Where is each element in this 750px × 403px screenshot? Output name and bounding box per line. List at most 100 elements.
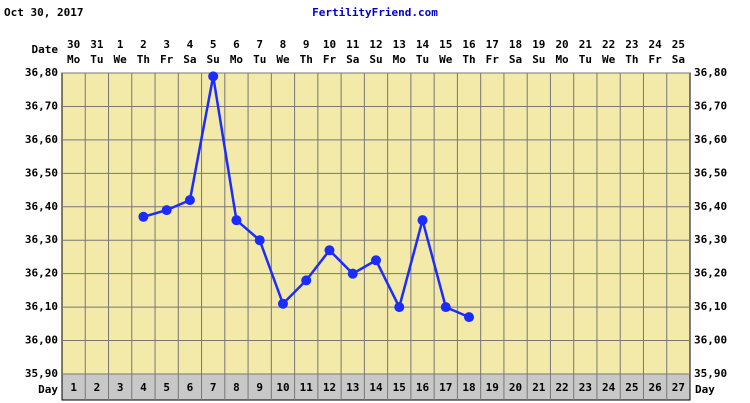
date-label: 31 (90, 38, 104, 51)
date-label: 23 (625, 38, 638, 51)
date-label: 9 (303, 38, 310, 51)
x-tick-label: 4 (140, 381, 147, 394)
x-tick-label: 24 (602, 381, 616, 394)
date-label: 2 (140, 38, 147, 51)
y-tick-label: 36,60 (25, 133, 58, 146)
y-tick-label: 35,90 (25, 367, 58, 380)
day-row (61, 373, 691, 401)
x-tick-label: 14 (369, 381, 383, 394)
x-tick-label: 17 (439, 381, 452, 394)
x-tick-label: 6 (187, 381, 194, 394)
weekday-label: Th (300, 53, 313, 66)
data-point (138, 211, 149, 222)
x-tick-label: 7 (210, 381, 217, 394)
x-tick-label: 10 (276, 381, 289, 394)
plot-area (61, 72, 691, 375)
data-point (208, 71, 219, 82)
date-label: 5 (210, 38, 217, 51)
weekday-label: We (439, 53, 453, 66)
data-point (324, 245, 335, 256)
date-label: 11 (346, 38, 360, 51)
x-tick-label: 13 (346, 381, 359, 394)
weekday-label: Th (137, 53, 150, 66)
y-tick-label: 36,30 (25, 233, 58, 246)
chart-date: Oct 30, 2017 (4, 6, 83, 19)
data-point (254, 235, 265, 246)
date-label: 13 (393, 38, 406, 51)
data-point (464, 312, 475, 323)
x-tick-label: 27 (672, 381, 685, 394)
y-tick-label-right: 36,50 (694, 166, 727, 179)
y-tick-label-right: 36,10 (694, 300, 727, 313)
y-tick-label-right: 36,20 (694, 267, 727, 280)
date-label: 16 (462, 38, 476, 51)
weekday-label: Fr (323, 53, 337, 66)
x-tick-label: 19 (486, 381, 499, 394)
x-tick-label: 8 (233, 381, 240, 394)
x-tick-label: 25 (625, 381, 638, 394)
site-name: FertilityFriend.com (312, 6, 438, 19)
day-label-right: Day (695, 383, 715, 396)
date-label: 3 (163, 38, 170, 51)
data-point (417, 215, 428, 226)
weekday-label: Su (369, 53, 382, 66)
weekday-label: Sa (672, 53, 685, 66)
date-label: 19 (532, 38, 545, 51)
y-tick-label: 36,40 (25, 200, 58, 213)
x-tick-label: 15 (393, 381, 406, 394)
data-point (347, 268, 358, 279)
date-label: 20 (555, 38, 568, 51)
date-label: 14 (416, 38, 430, 51)
y-tick-label: 36,50 (25, 166, 58, 179)
x-tick-label: 20 (509, 381, 522, 394)
y-tick-label: 36,00 (25, 334, 58, 347)
data-point (440, 302, 451, 313)
x-tick-label: 21 (532, 381, 546, 394)
weekday-label: Sa (346, 53, 359, 66)
data-point (161, 205, 172, 216)
date-label: 4 (187, 38, 194, 51)
date-label: 15 (439, 38, 452, 51)
x-tick-label: 12 (323, 381, 336, 394)
date-label: 7 (256, 38, 263, 51)
weekday-label: Sa (509, 53, 522, 66)
date-label: Date (32, 43, 59, 56)
date-label: 18 (509, 38, 522, 51)
weekday-label: Mo (393, 53, 407, 66)
date-label: 25 (672, 38, 685, 51)
weekday-label: Mo (230, 53, 244, 66)
y-tick-label-right: 36,70 (694, 99, 727, 112)
x-tick-label: 16 (416, 381, 430, 394)
data-point (277, 298, 288, 309)
date-label: 1 (117, 38, 124, 51)
data-point (184, 195, 195, 206)
x-tick-label: 23 (579, 381, 592, 394)
weekday-label: Su (532, 53, 545, 66)
weekday-label: Sa (183, 53, 196, 66)
date-label: 8 (280, 38, 287, 51)
weekday-label: Mo (555, 53, 569, 66)
date-label: 12 (369, 38, 382, 51)
x-tick-label: 18 (462, 381, 475, 394)
weekday-label: Th (625, 53, 638, 66)
data-point (394, 302, 405, 313)
x-tick-label: 5 (163, 381, 170, 394)
x-tick-label: 3 (117, 381, 124, 394)
data-point (371, 255, 381, 266)
x-tick-label: 9 (256, 381, 263, 394)
weekday-label: Th (462, 53, 475, 66)
date-label: 21 (579, 38, 593, 51)
y-tick-label-right: 35,90 (694, 367, 727, 380)
y-tick-label-right: 36,40 (694, 200, 727, 213)
data-point (301, 275, 312, 286)
y-tick-label: 36,80 (25, 66, 58, 79)
x-tick-label: 22 (555, 381, 568, 394)
weekday-label: We (114, 53, 128, 66)
weekday-label: Mo (67, 53, 81, 66)
data-point (231, 215, 242, 226)
weekday-label: Tu (579, 53, 592, 66)
y-tick-label: 36,20 (25, 267, 58, 280)
date-label: 17 (486, 38, 499, 51)
y-tick-label-right: 36,30 (694, 233, 727, 246)
